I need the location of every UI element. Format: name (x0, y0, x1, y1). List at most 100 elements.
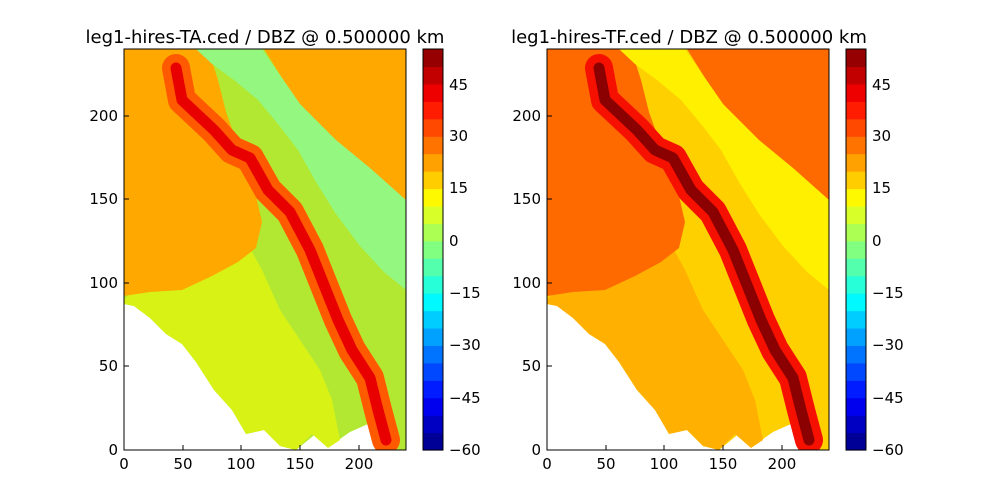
colorbar-segment (423, 362, 443, 381)
colorbar-tick-label: 45 (872, 76, 891, 94)
colorbar-segment (423, 345, 443, 364)
y-tick-label: 0 (531, 441, 541, 459)
colorbar-segment (423, 171, 443, 190)
colorbar-segment (423, 101, 443, 120)
colorbar-segment (846, 293, 866, 312)
colorbar-segment (423, 432, 443, 451)
colorbar-segment (846, 205, 866, 224)
colorbar-segment (423, 258, 443, 277)
colorbar-segment (423, 188, 443, 207)
x-tick-label: 100 (227, 455, 256, 473)
colorbar-segment (423, 380, 443, 399)
colorbar-tick-label: 30 (872, 127, 891, 145)
plot-frame (123, 48, 407, 451)
x-tick-label: 0 (542, 455, 552, 473)
line-core (170, 62, 392, 446)
y-tick-label: 150 (89, 190, 118, 208)
x-tick-label: 100 (650, 455, 679, 473)
colorbar-tick-label: 0 (449, 232, 459, 250)
colorbar-segment (846, 380, 866, 399)
colorbar-segments (846, 49, 866, 451)
colorbar-segment (423, 415, 443, 434)
colorbar-segment (846, 101, 866, 120)
colorbar-segment (846, 66, 866, 85)
stratiform-echo (124, 49, 262, 296)
reflectivity-field (547, 49, 829, 450)
colorbar-tick-label: −30 (872, 336, 904, 354)
colorbar-segment (423, 49, 443, 68)
colorbar-segment (846, 188, 866, 207)
chart-title: leg1-hires-TA.ced / DBZ @ 0.500000 km (86, 27, 445, 48)
x-tick-label: 150 (286, 455, 315, 473)
x-tick-label: 50 (596, 455, 615, 473)
colorbar: −60 −45 −30 −15 0 15 30 45 (845, 48, 904, 459)
colorbar-segment (423, 153, 443, 172)
y-tick-label: 100 (512, 274, 541, 292)
colorbar-segment (423, 136, 443, 155)
colorbar-segment (846, 432, 866, 451)
y-axis: 0 50 100 150 200 (512, 107, 552, 459)
radar-panel-tf: leg1-hires-TF.ced / DBZ @ 0.500000 km 0 … (511, 27, 904, 473)
y-tick-label: 200 (89, 107, 118, 125)
colorbar-tick-label: −60 (872, 441, 904, 459)
x-axis: 0 50 100 150 200 (119, 445, 373, 473)
x-tick-label: 200 (768, 455, 797, 473)
reflectivity-field (124, 49, 406, 450)
colorbar-segment (423, 240, 443, 259)
colorbar-segment (846, 118, 866, 137)
y-tick-label: 0 (108, 441, 118, 459)
colorbar-segment (846, 362, 866, 381)
colorbar-segment (846, 223, 866, 242)
colorbar-segment (846, 83, 866, 102)
colorbar-segment (846, 240, 866, 259)
colorbar-segment (423, 293, 443, 312)
colorbar-frame (845, 48, 867, 451)
colorbar-segments (423, 49, 443, 451)
plot-frame (546, 48, 830, 451)
colorbar-segment (846, 327, 866, 346)
colorbar-segment (423, 66, 443, 85)
x-axis: 0 50 100 150 200 (542, 445, 796, 473)
colorbar-segment (846, 310, 866, 329)
colorbar-tick-label: 0 (872, 232, 882, 250)
colorbar-tick-label: −15 (449, 284, 481, 302)
y-tick-label: 50 (99, 357, 118, 375)
colorbar-tick-label: −30 (449, 336, 481, 354)
x-tick-label: 50 (173, 455, 192, 473)
colorbar-segment (423, 205, 443, 224)
colorbar-segment (423, 397, 443, 416)
colorbar-tick-label: −45 (449, 389, 481, 407)
x-tick-label: 150 (709, 455, 738, 473)
colorbar-tick-label: −60 (449, 441, 481, 459)
colorbar-segment (846, 153, 866, 172)
x-tick-label: 200 (345, 455, 374, 473)
y-axis: 0 50 100 150 200 (89, 107, 129, 459)
colorbar-segment (423, 327, 443, 346)
colorbar-segment (423, 223, 443, 242)
colorbar-segment (846, 345, 866, 364)
colorbar-segment (846, 136, 866, 155)
colorbar-segment (846, 171, 866, 190)
colorbar-tick-label: −45 (872, 389, 904, 407)
colorbar: −60 −45 −30 −15 0 15 30 45 (422, 48, 481, 459)
colorbar-tick-label: −15 (872, 284, 904, 302)
colorbar-tick-label: 45 (449, 76, 468, 94)
colorbar-segment (423, 310, 443, 329)
colorbar-segment (846, 397, 866, 416)
x-tick-label: 0 (119, 455, 129, 473)
y-tick-label: 50 (522, 357, 541, 375)
colorbar-segment (846, 258, 866, 277)
y-tick-label: 150 (512, 190, 541, 208)
colorbar-segment (423, 275, 443, 294)
colorbar-segment (423, 83, 443, 102)
colorbar-tick-label: 15 (449, 179, 468, 197)
colorbar-frame (422, 48, 444, 451)
y-tick-label: 100 (89, 274, 118, 292)
trailing-band (619, 49, 829, 290)
chart-title: leg1-hires-TF.ced / DBZ @ 0.500000 km (511, 27, 867, 48)
stratiform-echo (547, 49, 685, 296)
radar-panel-ta: leg1-hires-TA.ced / DBZ @ 0.500000 km 0 … (86, 27, 481, 473)
colorbar-segment (423, 118, 443, 137)
y-tick-label: 200 (512, 107, 541, 125)
